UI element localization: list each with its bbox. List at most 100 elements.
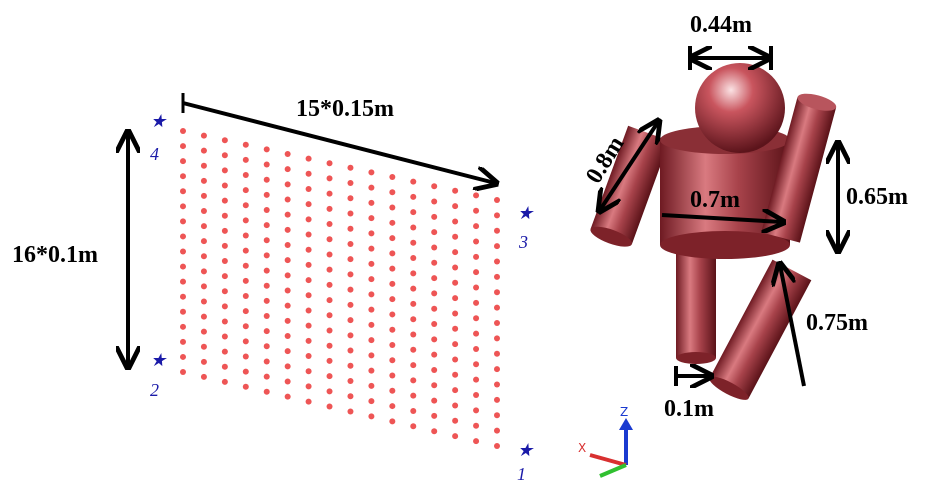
grid-dot [222,318,228,324]
grid-dot [452,372,458,378]
grid-dot [410,332,416,338]
head-label: 0.44m [690,12,752,38]
axis-label: Z [620,405,628,419]
grid-dot [431,183,437,189]
grid-dot [180,294,186,300]
grid-dot [389,235,395,241]
grid-dot [201,283,207,289]
grid-dot [410,423,416,429]
grid-dot [222,273,228,279]
grid-dot [368,413,374,419]
grid-dot [222,183,228,189]
grid-dot [389,342,395,348]
grid-dot [222,364,228,370]
grid-dot [452,341,458,347]
grid-dot [243,323,249,329]
grid-dot [222,228,228,234]
grid-dot [347,256,353,262]
grid-dot [180,143,186,149]
grid-dot [264,374,270,380]
grid-dot [473,238,479,244]
grid-dot [327,358,333,364]
grid-dot [243,142,249,148]
corner-star: ★ [517,203,534,223]
grid-dot [410,270,416,276]
grid-dot [285,166,291,172]
grid-dot [222,334,228,340]
grid-dot [410,362,416,368]
grid-dot [180,233,186,239]
dot-grid [180,128,500,449]
grid-dot [452,418,458,424]
grid-dot [494,412,500,418]
grid-dot [201,253,207,259]
grid-dot [264,313,270,319]
grid-dot [264,177,270,183]
corner-star: ★ [517,440,534,460]
grid-dot [327,267,333,273]
grid-dot [306,338,312,344]
grid-dot [347,393,353,399]
grid-dot [473,285,479,291]
grid-dot [243,248,249,254]
grid-dot [222,167,228,173]
grid-dot [452,280,458,286]
grid-dot [347,302,353,308]
grid-dot [201,193,207,199]
axis-label: X [578,441,586,455]
grid-dot [389,281,395,287]
grid-dot [494,243,500,249]
grid-dot [180,203,186,209]
corner-label: 4 [150,144,159,164]
grid-dot [222,349,228,355]
grid-dot [410,240,416,246]
leg-label: 0.75m [806,310,868,336]
grid-dot [368,169,374,175]
grid-dot [201,133,207,139]
grid-dot [410,179,416,185]
robot [588,63,838,404]
grid-dot [180,128,186,134]
grid-dot [306,186,312,192]
grid-dot [201,299,207,305]
grid-dot [473,331,479,337]
grid-dot [180,354,186,360]
grid-dot [431,260,437,266]
grid-dot [327,251,333,257]
grid-dot [368,337,374,343]
grid-dot [222,198,228,204]
grid-dot [347,317,353,323]
grid-dot [327,175,333,181]
grid-dot [243,278,249,284]
grid-dot [347,210,353,216]
diagram: 15*0.15m 16*0.1m 4 ★ 3 ★ 2 ★ 1 ★ 0.44m 0… [0,0,930,487]
grid-dot [347,165,353,171]
grid-dot [306,201,312,207]
corner-label: 1 [517,464,526,484]
grid-dot [201,314,207,320]
grid-dot [306,307,312,313]
grid-dot [494,320,500,326]
grid-dot [473,377,479,383]
grid-dot [180,279,186,285]
grid-dot [201,374,207,380]
grid-dot [368,246,374,252]
grid-dot [494,228,500,234]
grid-dot [306,323,312,329]
grid-width-label: 15*0.15m [296,96,394,122]
body-width-label: 0.7m [690,187,740,213]
grid-dot [306,353,312,359]
grid-dot [431,229,437,235]
grid-dot [389,373,395,379]
grid-dot [494,289,500,295]
grid-dot [306,399,312,405]
grid-dot [264,268,270,274]
grid-dot [368,307,374,313]
grid-dot [285,151,291,157]
grid-dot [431,336,437,342]
grid-dot [285,242,291,248]
grid-dot [452,203,458,209]
grid-dot [368,261,374,267]
grid-dot [452,218,458,224]
grid-dot [347,241,353,247]
